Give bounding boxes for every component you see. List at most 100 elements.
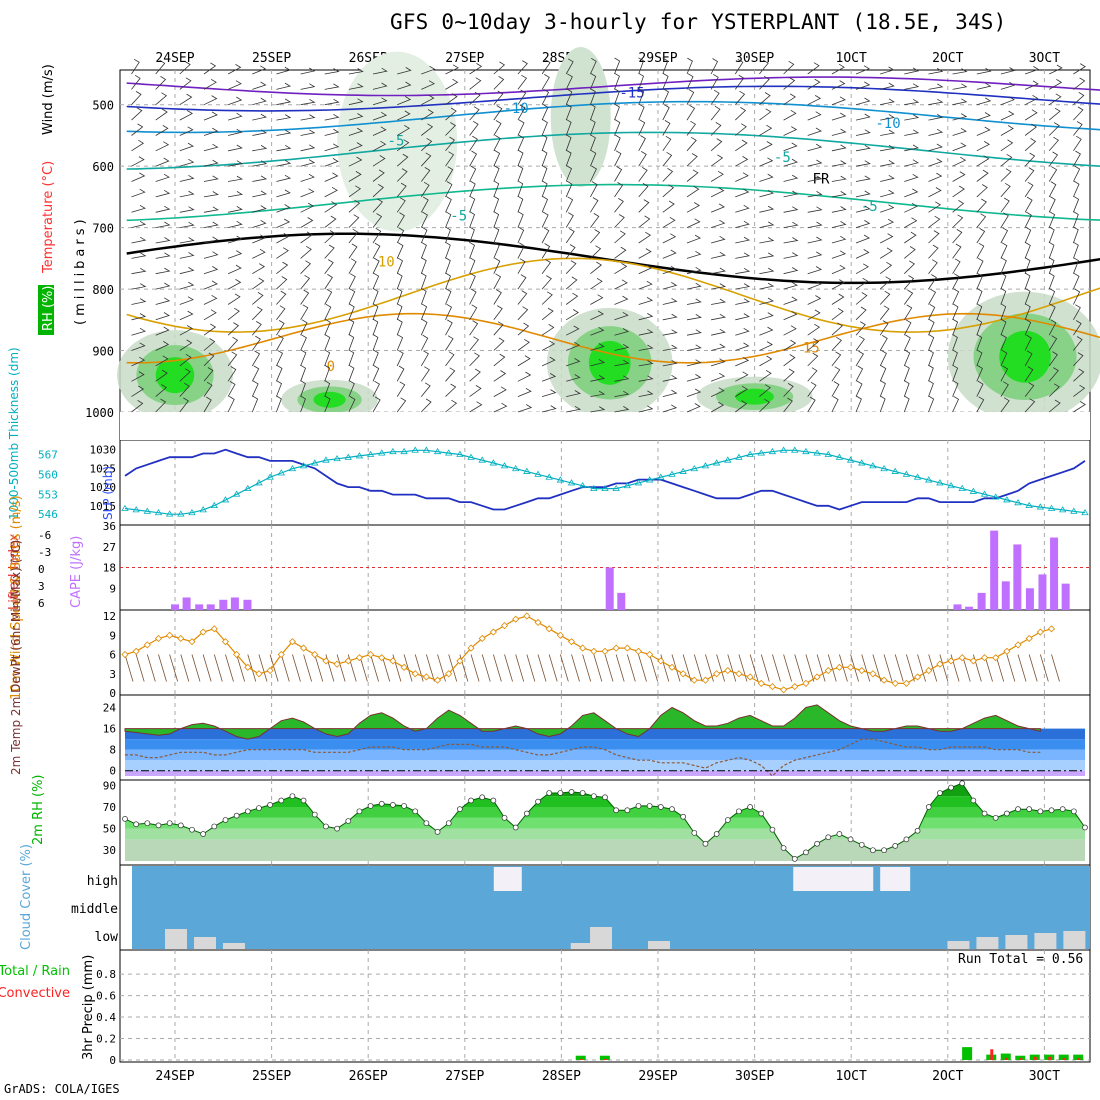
wind-barb	[759, 267, 775, 275]
thickness-point	[757, 449, 765, 456]
cloud-low-bar	[193, 937, 216, 949]
wind-barb	[276, 349, 284, 367]
wind-barb	[783, 126, 798, 136]
wind10-point	[534, 618, 542, 626]
wind10-barb	[459, 654, 469, 682]
wind-barb	[565, 260, 577, 274]
contour-label: FR	[813, 171, 830, 187]
li-tick-label: 3	[38, 580, 45, 593]
wind10-point	[143, 641, 151, 649]
rh-point	[256, 805, 262, 811]
thickness-point	[668, 470, 676, 477]
pressure-tick-label: 800	[92, 283, 114, 297]
wind10-barb	[548, 654, 558, 682]
wind-barb	[541, 356, 556, 367]
wind-barb	[759, 237, 775, 244]
wind-barb	[348, 185, 362, 198]
wind-barb	[614, 279, 628, 290]
wind-barb	[952, 185, 965, 198]
wind-barb	[928, 395, 935, 413]
precip-total-bar	[1000, 1053, 1011, 1060]
wind-barb	[686, 329, 702, 336]
contour-label: 10	[378, 254, 395, 270]
wind-barb	[276, 114, 292, 121]
wind10-point	[992, 654, 1000, 662]
wind-barb	[855, 65, 870, 75]
wind-barb	[1048, 351, 1058, 367]
wind-barb	[493, 337, 505, 351]
wind-barb	[179, 77, 192, 90]
wind-barb	[1000, 139, 1014, 152]
wind-barb	[421, 109, 434, 121]
wind-barb	[252, 160, 268, 167]
wind-barb	[976, 380, 984, 397]
rh-point	[1059, 806, 1066, 813]
wind-barb	[1072, 226, 1079, 244]
thickness-point	[1003, 496, 1011, 503]
wind-barb	[324, 143, 340, 152]
wind10-point	[255, 670, 263, 678]
wind-barb	[493, 353, 506, 367]
wind-barb	[783, 267, 799, 275]
wind-barb	[300, 380, 306, 397]
wind10-point	[456, 657, 464, 665]
wind-barb	[131, 172, 146, 182]
thickness-point	[1036, 503, 1045, 510]
wind-barb	[1000, 182, 1011, 198]
rh-point	[903, 836, 910, 843]
rh-point	[1004, 810, 1010, 817]
bottom-date-label: 24SEP	[155, 1069, 194, 1084]
wind-barb	[300, 274, 311, 290]
isotherm-minus20	[126, 76, 1100, 97]
wind-barb	[227, 96, 243, 106]
wind10-barb	[169, 654, 179, 682]
wind-barb	[372, 349, 379, 367]
wind-barb	[759, 312, 774, 321]
wind-barb	[179, 237, 195, 244]
wind10-ylabel-text: 10m Wind Speed & Barbs (m/s)	[9, 495, 24, 700]
wind-barb	[541, 88, 550, 105]
precip-tick-label: 0.6	[96, 990, 116, 1003]
thickness-point	[980, 490, 989, 497]
wind-barb	[662, 168, 674, 182]
wind-barb	[565, 73, 573, 90]
wind-barb	[324, 259, 334, 274]
rh-point	[747, 804, 753, 810]
wind-barb	[855, 292, 868, 305]
wind-barb	[976, 242, 985, 259]
wind-barb	[179, 296, 194, 305]
wind-barb	[831, 322, 843, 336]
rh-point	[669, 806, 675, 813]
wind-barb	[541, 227, 550, 244]
wind-barb	[228, 128, 243, 136]
wind-barb	[1000, 365, 1009, 382]
wind-barb	[179, 252, 195, 259]
wind-barb	[541, 373, 557, 382]
wind-barb	[517, 322, 530, 336]
wind10-barb	[213, 654, 223, 682]
wind10-barb	[492, 654, 502, 682]
wind-barb	[1048, 93, 1062, 106]
wind-barb	[735, 123, 747, 136]
rh-point	[870, 847, 876, 854]
wind-barb	[372, 82, 388, 90]
wind-barb	[855, 249, 870, 259]
wind-barb	[300, 217, 314, 228]
wind-barb	[300, 159, 316, 167]
wind-barb	[880, 204, 895, 213]
temp-band	[125, 770, 1085, 776]
wind-barb	[227, 80, 242, 90]
wind-barb	[710, 203, 725, 213]
wind-barb	[155, 282, 171, 290]
wind-barb	[711, 267, 726, 275]
wind-barb	[252, 129, 268, 136]
wind-barb	[662, 120, 671, 136]
wind-barb	[662, 88, 670, 105]
wind-barb	[276, 395, 282, 413]
wind-barb	[879, 365, 887, 382]
wind-barb	[686, 250, 702, 259]
wind-barb	[880, 98, 895, 106]
cape-bar	[171, 604, 179, 610]
wind-barb	[590, 375, 606, 382]
precip-tick-label: 0.8	[96, 968, 116, 981]
